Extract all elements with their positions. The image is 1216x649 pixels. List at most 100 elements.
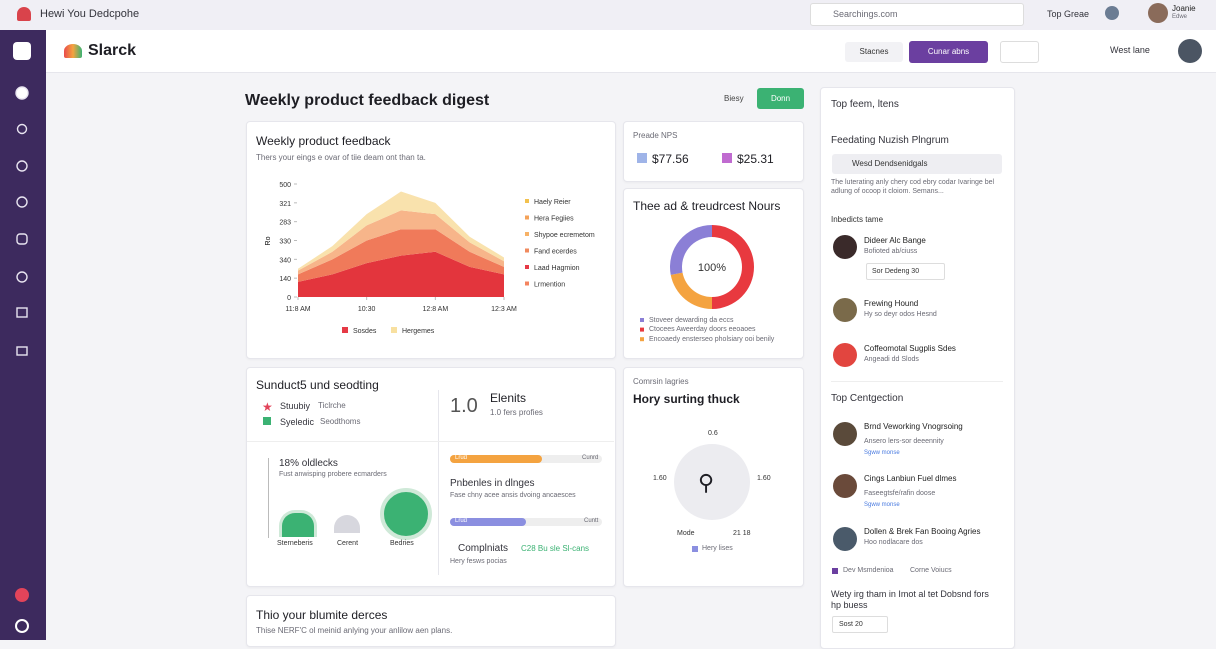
legend-swatch: [525, 248, 529, 253]
panel-footer: Wety irg tham in Imot al tet Dobsnd fors…: [831, 589, 989, 610]
legend-swatch: [640, 337, 644, 342]
sub-title: Sunduct5 und seodting: [256, 378, 379, 392]
nav-icon[interactable]: [16, 160, 28, 172]
donut-segment: [712, 225, 754, 309]
search-box[interactable]: [810, 3, 1024, 26]
legend-swatch: [525, 215, 529, 220]
bubbles-title: 18% oldlecks: [279, 458, 338, 469]
nav-icon[interactable]: [16, 346, 28, 356]
legend-label: Lrmention: [534, 282, 565, 289]
item-avatar: [833, 527, 857, 551]
secondary-button[interactable]: Biesy: [724, 94, 744, 103]
user-avatar[interactable]: [1148, 3, 1168, 23]
legend-label: Laad Hagmion: [534, 265, 580, 272]
item-avatar: [833, 422, 857, 446]
header-avatar[interactable]: [1178, 39, 1202, 63]
nps-title: Preade NPS: [633, 131, 678, 140]
nav-icon[interactable]: [16, 196, 28, 208]
item-link[interactable]: Sgww monse: [864, 502, 900, 508]
page-title: Weekly product feedback digest: [245, 92, 490, 109]
nps-value: $25.31: [737, 152, 774, 166]
item-icon: [263, 417, 271, 425]
stat-value: 1.0: [450, 395, 478, 417]
x-tick-label: 11:8 AM: [285, 306, 310, 313]
legend-swatch: [342, 327, 348, 333]
y-tick-label: 283: [279, 220, 291, 227]
bubble-label: Bedries: [390, 540, 414, 547]
y-tick-label: 0: [287, 295, 291, 302]
bottom-subtitle: Thise NERF'C ol meinid anlying your anli…: [256, 626, 453, 635]
item-avatar: [833, 474, 857, 498]
sidebar: [0, 30, 46, 640]
primary-page-button[interactable]: Donn: [757, 88, 804, 109]
workspace[interactable]: Top Greae: [1047, 9, 1090, 19]
nps-icon: [722, 153, 732, 163]
legend-swatch: [640, 318, 644, 322]
bubble: [380, 488, 432, 540]
nav-icon[interactable]: [16, 307, 28, 318]
hory-title: Hory surting thuck: [633, 392, 740, 406]
divider: [247, 441, 614, 442]
nav-icon[interactable]: [15, 588, 29, 602]
y-tick-label: 140: [279, 276, 291, 283]
user-label[interactable]: West lane: [1110, 45, 1150, 55]
legend-swatch: [640, 327, 644, 332]
settings-icon[interactable]: [15, 619, 29, 633]
panel-chip[interactable]: Wesd Dendsenidgals: [832, 154, 1002, 174]
complaints-title: Complniats: [458, 543, 509, 554]
item-detail: Hoo nodlacare dos: [864, 539, 923, 546]
item-detail: Ansero lers-sor deeennity: [864, 438, 944, 445]
logo: Slarck: [88, 42, 137, 59]
y-tick-label: 330: [279, 239, 291, 246]
menu-button[interactable]: [13, 42, 31, 60]
donut-legend: Stoveer dewarding da eccs: [649, 317, 734, 324]
nav-icon[interactable]: [16, 233, 28, 245]
donut-segment: [670, 272, 712, 309]
person-name: Coffeomotal Sugplis Sdes: [864, 344, 956, 353]
user-name: Joanie: [1172, 4, 1196, 13]
hory-eyebrow: Comrsin lagries: [633, 377, 689, 386]
divider: [831, 381, 1003, 382]
filter-dropdown[interactable]: Stacnes: [845, 42, 903, 62]
progress-label: Lrud: [455, 518, 468, 524]
legend-swatch: [391, 327, 397, 333]
person-select[interactable]: Sor Dedeng 30: [866, 263, 945, 280]
item-link[interactable]: Sgww monse: [864, 450, 900, 456]
legend-label: Shypoe ecremetom: [534, 232, 595, 239]
panel-select[interactable]: Sost 20: [832, 616, 888, 633]
progress-fill: [450, 518, 526, 526]
nav-icon[interactable]: [16, 123, 28, 135]
header: [46, 30, 1216, 73]
primary-button[interactable]: Cunar abns: [909, 41, 988, 63]
app-icon: [17, 7, 31, 21]
bubbles-subtitle: Fust anwisping probere ecmarders: [279, 471, 387, 478]
divider: [438, 390, 439, 575]
nav-icon[interactable]: [15, 86, 29, 100]
workspace-avatar: [1105, 6, 1119, 20]
donut-center: 100%: [698, 262, 726, 274]
nav-icon[interactable]: [16, 271, 28, 283]
x-tick-label: 12:8 AM: [422, 306, 448, 313]
item-detail: Ticlrche: [318, 401, 346, 410]
card-title: Weekly product feedback: [256, 134, 391, 148]
sub-card: [246, 367, 616, 587]
progress-end: Cuntt: [584, 518, 599, 524]
item-detail: Seodthoms: [320, 417, 361, 426]
gauge-icon: ⚲: [698, 470, 715, 495]
legend-swatch: [692, 546, 698, 552]
bubble: [279, 510, 317, 537]
star-icon: ★: [262, 400, 273, 414]
panel-legend: Dev Msmdenioa: [843, 567, 894, 574]
panel-title: Top feem, ltens: [831, 99, 899, 110]
donut-card: [623, 188, 804, 359]
item-name: Cings Lanbiun Fuel dlmes: [864, 474, 957, 483]
panel-paragraph: The luterating anly chery cod ebry codar…: [831, 179, 995, 195]
gauge: [674, 444, 750, 520]
stat-subtitle: 1.0 fers profies: [490, 408, 543, 417]
nps-icon: [637, 153, 647, 163]
item-name: Brnd Veworking Vnogrsoing: [864, 422, 963, 431]
icon-button[interactable]: [1000, 41, 1039, 63]
item-detail: Faseegtsfe/rafin doose: [864, 490, 936, 497]
